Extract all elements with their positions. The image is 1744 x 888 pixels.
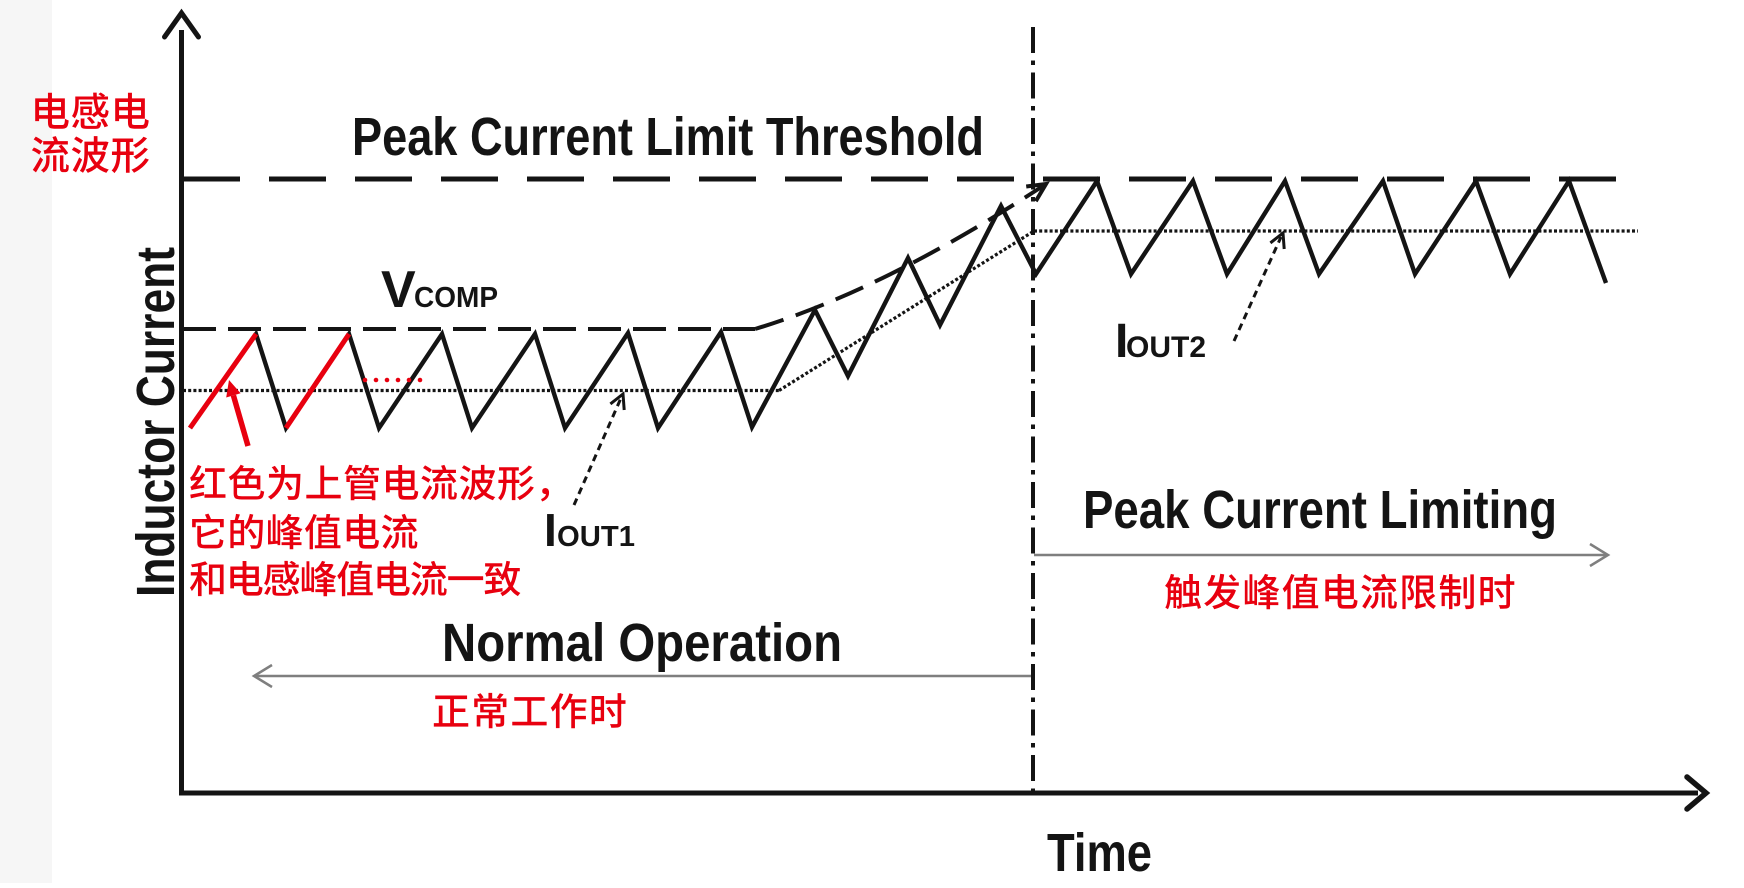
svg-text:Peak Current Limiting: Peak Current Limiting [1083, 480, 1557, 540]
svg-text:Time: Time [1047, 823, 1152, 883]
svg-text:I: I [544, 504, 557, 556]
svg-text:Inductor Current: Inductor Current [126, 247, 186, 597]
svg-text:Normal Operation: Normal Operation [442, 613, 842, 673]
svg-text:OUT2: OUT2 [1126, 331, 1206, 364]
svg-text:COMP: COMP [414, 282, 498, 314]
svg-text:Peak Current Limit Threshold: Peak Current Limit Threshold [352, 107, 984, 167]
svg-text:OUT1: OUT1 [557, 521, 635, 553]
svg-text:I: I [1115, 315, 1128, 368]
svg-text:V: V [381, 261, 416, 319]
